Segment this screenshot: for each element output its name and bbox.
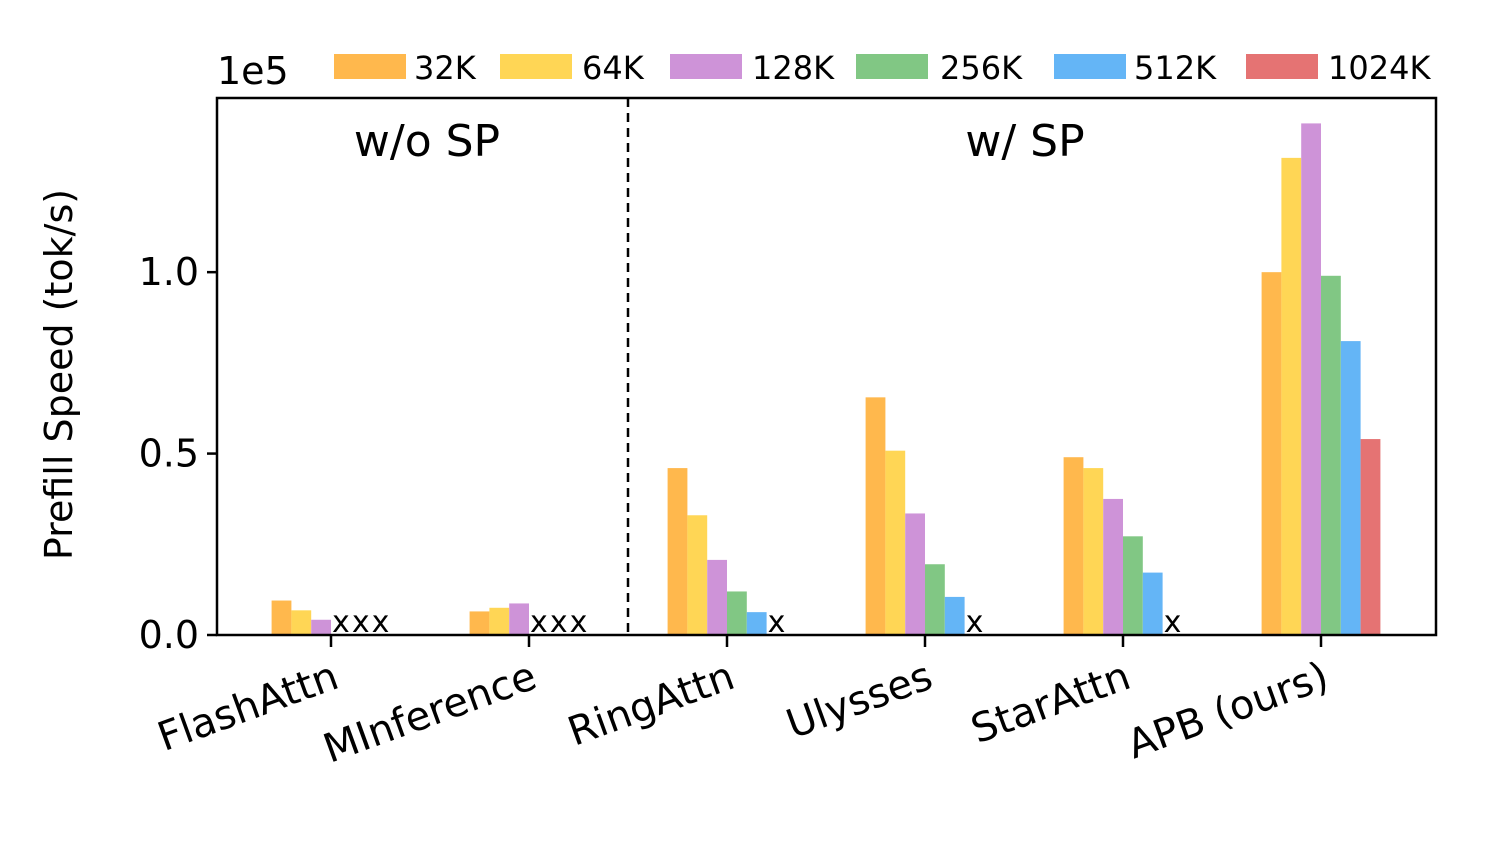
bar-64K-RingAttn bbox=[687, 515, 708, 635]
bar-64K-MInference bbox=[489, 607, 510, 635]
missing-marker: x bbox=[966, 605, 984, 640]
missing-marker: x bbox=[332, 605, 350, 640]
plot-frame bbox=[215, 96, 1438, 637]
bar-256K-StarAttn bbox=[1123, 536, 1143, 635]
x-tick-label: StarAttn bbox=[965, 653, 1136, 753]
group-annotations: w/o SP w/ SP bbox=[354, 116, 1085, 167]
bar-512K-APBours bbox=[1340, 341, 1361, 635]
bar-32K-MInference bbox=[469, 611, 490, 635]
x-tick-label: FlashAttn bbox=[152, 653, 345, 761]
legend-label-256K: 256K bbox=[940, 49, 1023, 87]
legend: 32K 64K 128K 256K 512K 1024K bbox=[334, 49, 1431, 87]
missing-marker: x bbox=[530, 605, 548, 640]
legend-label-32K: 32K bbox=[414, 49, 477, 87]
bar-64K-APBours bbox=[1281, 157, 1302, 636]
x-tick-label: MInference bbox=[318, 653, 543, 772]
y-tick-label: 0.5 bbox=[139, 432, 199, 476]
bar-128K-StarAttn bbox=[1103, 498, 1123, 635]
missing-marker: x bbox=[768, 605, 786, 640]
bar-128K-APBours bbox=[1301, 123, 1321, 635]
bar-64K-StarAttn bbox=[1083, 468, 1104, 635]
bar-128K-Ulysses bbox=[905, 513, 925, 635]
x-tick-label: RingAttn bbox=[562, 653, 740, 755]
missing-marker: x bbox=[570, 605, 588, 640]
bar-32K-APBours bbox=[1261, 272, 1282, 635]
bar-512K-Ulysses bbox=[944, 596, 965, 635]
bars-group bbox=[271, 123, 1381, 636]
bar-1024K-APBours bbox=[1360, 439, 1381, 635]
bar-128K-MInference bbox=[509, 603, 529, 635]
legend-swatch-64K bbox=[500, 54, 572, 79]
bar-32K-Ulysses bbox=[865, 397, 886, 635]
missing-marker: x bbox=[352, 605, 370, 640]
missing-marker: x bbox=[550, 605, 568, 640]
annotation-without-sp: w/o SP bbox=[354, 116, 500, 167]
bar-512K-StarAttn bbox=[1142, 572, 1163, 635]
legend-swatch-128K bbox=[670, 54, 742, 79]
x-tick-label: Ulysses bbox=[781, 653, 939, 748]
y-tick-label: 0.0 bbox=[139, 613, 199, 657]
bar-64K-Ulysses bbox=[885, 450, 906, 635]
bar-256K-APBours bbox=[1321, 275, 1341, 635]
bar-128K-FlashAttn bbox=[311, 619, 331, 635]
missing-marker: x bbox=[1164, 605, 1182, 640]
legend-label-128K: 128K bbox=[752, 49, 835, 87]
legend-label-512K: 512K bbox=[1134, 49, 1217, 87]
bar-32K-FlashAttn bbox=[271, 600, 292, 635]
bar-256K-RingAttn bbox=[727, 591, 747, 635]
bar-32K-StarAttn bbox=[1063, 457, 1084, 635]
bar-512K-RingAttn bbox=[746, 612, 767, 635]
bar-256K-Ulysses bbox=[925, 564, 945, 635]
y-tick-label: 1.0 bbox=[139, 250, 199, 294]
legend-swatch-32K bbox=[334, 54, 406, 79]
bar-128K-RingAttn bbox=[707, 559, 727, 635]
bar-64K-FlashAttn bbox=[291, 610, 312, 635]
y-axis: 0.0 0.5 1.0 bbox=[139, 250, 217, 657]
x-tick-label: APB (ours) bbox=[1121, 653, 1334, 768]
missing-marker: x bbox=[372, 605, 390, 640]
legend-swatch-512K bbox=[1054, 54, 1126, 79]
legend-label-1024K: 1024K bbox=[1328, 49, 1431, 87]
legend-swatch-1024K bbox=[1246, 54, 1318, 79]
legend-label-64K: 64K bbox=[582, 49, 645, 87]
bar-32K-RingAttn bbox=[667, 468, 688, 635]
legend-swatch-256K bbox=[856, 54, 928, 79]
y-axis-label: Prefill Speed (tok/s) bbox=[37, 189, 81, 560]
y-axis-multiplier: 1e5 bbox=[217, 49, 289, 93]
annotation-with-sp: w/ SP bbox=[965, 116, 1084, 167]
